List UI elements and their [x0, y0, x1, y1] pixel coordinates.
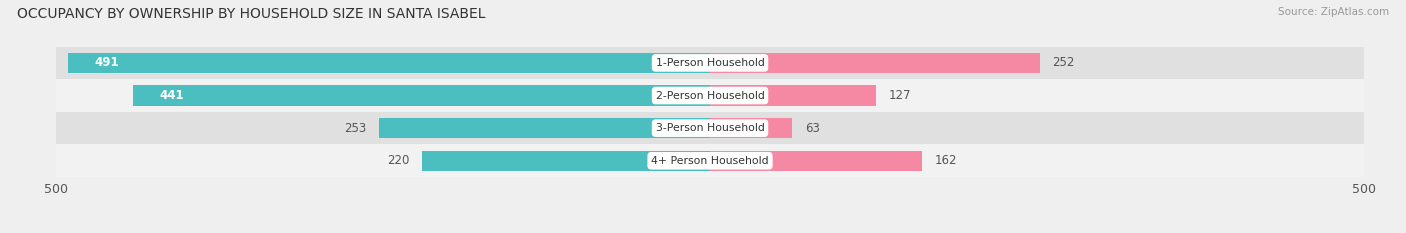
Bar [710, 118, 793, 138]
Bar [56, 144, 1364, 177]
Bar [710, 151, 922, 171]
Text: 220: 220 [387, 154, 409, 167]
Text: OCCUPANCY BY OWNERSHIP BY HOUSEHOLD SIZE IN SANTA ISABEL: OCCUPANCY BY OWNERSHIP BY HOUSEHOLD SIZE… [17, 7, 485, 21]
Bar [380, 118, 710, 138]
Bar [67, 53, 710, 73]
Bar [56, 47, 1364, 79]
Text: Source: ZipAtlas.com: Source: ZipAtlas.com [1278, 7, 1389, 17]
Bar [710, 86, 876, 106]
Bar [422, 151, 710, 171]
Text: 2-Person Household: 2-Person Household [655, 91, 765, 100]
Bar [56, 112, 1364, 144]
Text: 253: 253 [344, 122, 366, 135]
Bar [710, 53, 1039, 73]
Text: 252: 252 [1053, 56, 1076, 69]
Text: 162: 162 [935, 154, 957, 167]
Bar [134, 86, 710, 106]
Bar [56, 79, 1364, 112]
Text: 4+ Person Household: 4+ Person Household [651, 156, 769, 166]
Text: 491: 491 [94, 56, 118, 69]
Text: 63: 63 [806, 122, 820, 135]
Text: 441: 441 [159, 89, 184, 102]
Text: 127: 127 [889, 89, 911, 102]
Text: 3-Person Household: 3-Person Household [655, 123, 765, 133]
Text: 1-Person Household: 1-Person Household [655, 58, 765, 68]
